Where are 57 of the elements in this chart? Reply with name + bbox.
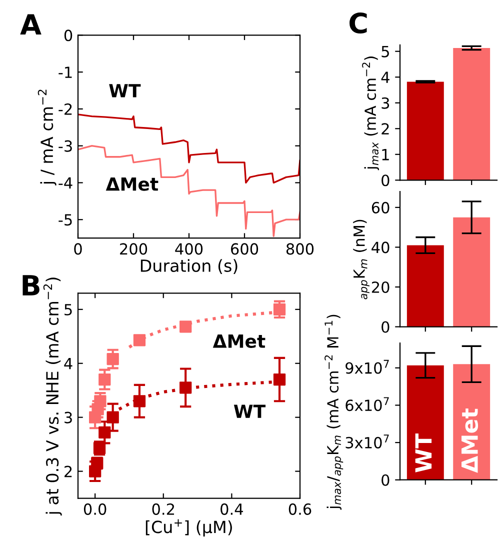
y-axis-title: j / mA cm$^{−2}$ (38, 90, 56, 186)
y-tick-label: 5 (382, 46, 389, 58)
y-tick-label: 3 (382, 97, 390, 109)
point (98, 426, 111, 439)
point (273, 373, 286, 386)
y-tick-label: 3x10$^{7}$ (346, 434, 389, 448)
series-label: WT (109, 84, 141, 98)
y-tick-label: 20 (372, 281, 390, 294)
y-tick-label: 6x10$^{7}$ (346, 397, 389, 412)
y-tick-label: 4 (381, 72, 390, 83)
x-tick-label: 0 (74, 243, 82, 255)
series-label: ΔMet (212, 334, 266, 348)
y-axis-title: j at 0.3 V vs. NHE (mA cm$^{−2}$) (43, 278, 62, 516)
x-axis-title: Duration (s) (140, 259, 238, 274)
point (133, 395, 146, 408)
x-tick-label: 0.6 (288, 503, 312, 515)
y-tick-label: 3 (64, 412, 72, 424)
y-tick-label: -2 (58, 103, 72, 115)
y-tick-label: 5 (64, 304, 72, 316)
x-tick-label: 0.0 (84, 503, 106, 515)
y-tick-label: -3 (58, 140, 72, 152)
x-tick-label: 200 (120, 243, 148, 255)
text: j$_{max}$/$_{app}$K$_{m}$ (mA cm$^{−2}$ M$^{−1}$) (324, 314, 344, 510)
x-tick-label: 0.2 (152, 503, 174, 515)
y-tick-label: 9x10$^{7}$ (346, 360, 389, 374)
text: A (20, 14, 42, 34)
point (180, 320, 192, 333)
x-axis-title: [Cu$^{+}$] (μM) (146, 519, 232, 536)
y-tick-label: -1 (58, 66, 72, 78)
x-tick-label: 400 (175, 243, 203, 255)
y-axis-title: $_{app}$K$_{m}$ (nM) (353, 220, 370, 300)
y-tick-label: 0 (382, 321, 390, 333)
y-tick-label: 1 (382, 149, 389, 160)
y-tick-label: 2 (382, 123, 389, 134)
y-tick-label: 40 (372, 242, 390, 254)
x-tick-label: 800 (286, 243, 314, 255)
point (98, 373, 111, 386)
y-tick-label: 2 (64, 466, 72, 478)
y-tick-label: -5 (58, 214, 72, 226)
y-tick-label: 0 (64, 30, 72, 42)
point (273, 303, 286, 316)
x-tick-label: 600 (230, 243, 258, 255)
text: C (350, 12, 367, 34)
point (106, 352, 119, 366)
y-tick-label: 60 (372, 202, 390, 214)
point (133, 334, 146, 346)
y-tick-label: 0 (382, 474, 390, 486)
series-label: ΔMet (106, 177, 158, 191)
x-tick-label: 0.4 (220, 503, 243, 515)
text: B (22, 275, 40, 296)
y-axis-title: j$_{max}$ (mA cm$^{−2}$) (362, 56, 380, 170)
y-tick-label: 4 (64, 358, 72, 370)
series-label: WT (234, 404, 266, 418)
y-tick-label: 0 (382, 174, 390, 186)
point (180, 382, 192, 394)
point (106, 411, 119, 424)
y-tick-label: -4 (58, 177, 72, 189)
